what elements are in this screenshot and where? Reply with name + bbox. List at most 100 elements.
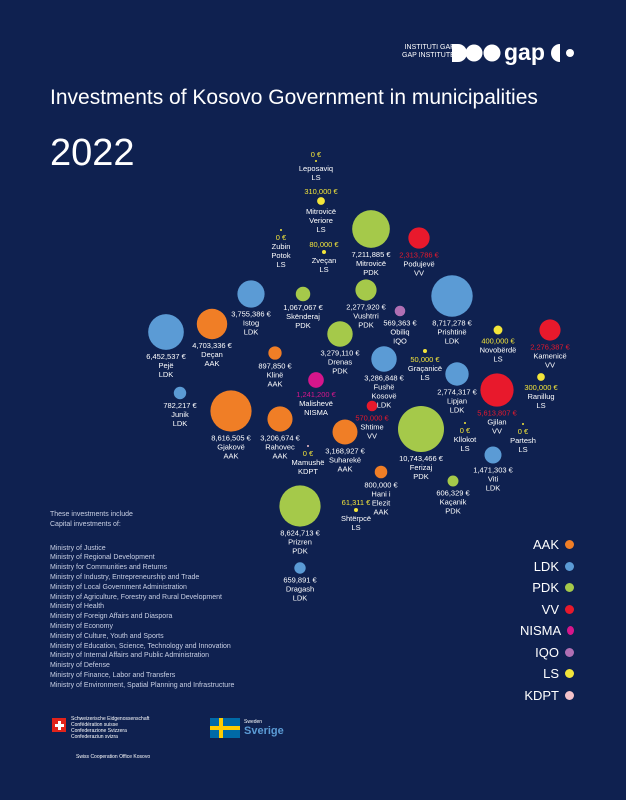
municipality-party: AAK <box>337 464 352 473</box>
municipality-name: Zubin <box>272 242 291 251</box>
municipality-party: AAK <box>267 380 282 389</box>
bubble-amount: 3,755,386 € <box>231 310 271 319</box>
bubble-amount: 8,616,505 € <box>211 434 251 443</box>
bubble-amount: 300,000 € <box>524 383 558 392</box>
municipality-name: Lipjan <box>447 397 467 406</box>
bubble-amount: 569,363 € <box>383 318 417 327</box>
municipality-party: PDK <box>413 472 428 481</box>
swiss-sponsor: Schweizerische Eidgenossenschaft Confédé… <box>52 716 149 740</box>
municipality-party: NISMA <box>304 408 328 417</box>
municipality-name: Viti <box>488 475 499 484</box>
notes-intro-line: These investments include <box>50 511 133 518</box>
legend-label: PDK <box>532 580 559 596</box>
legend-item-nisma: NISMA <box>520 620 574 642</box>
municipality-party: LDK <box>445 337 460 346</box>
ministry-item: Ministry of Justice <box>50 544 106 552</box>
bubble-junik <box>173 386 187 400</box>
bubble-amount: 0 € <box>311 150 322 159</box>
bubble-shtime <box>366 400 378 412</box>
legend-item-iqo: IQO <box>520 642 574 664</box>
municipality-name: Potok <box>271 251 290 260</box>
notes-intro-line: Capital investments of: <box>50 520 121 528</box>
municipality-name: Hani i <box>371 489 391 498</box>
ministry-item: Ministry of Internal Affairs and Public … <box>50 652 210 660</box>
bubble-amount: 2,774,317 € <box>437 388 477 397</box>
ministry-item: Ministry of Industry, Entrepreneurship a… <box>50 573 200 581</box>
municipality-party: VV <box>492 427 502 436</box>
bubble-amount: 310,000 € <box>304 187 338 196</box>
swiss-line: Schweizerische Eidgenossenschaft <box>71 716 150 722</box>
ministry-item: Ministry of Foreign Affairs and Diaspora <box>50 613 173 621</box>
bubble-amount: 0 € <box>518 427 529 436</box>
bubble-amount: 782,217 € <box>163 401 197 410</box>
bubble-zveçan <box>322 250 326 254</box>
bubble-ferizaj <box>398 406 444 452</box>
legend-label: KDPT <box>524 687 559 703</box>
bubble-amount: 3,168,927 € <box>325 446 365 455</box>
bubble-amount: 800,000 € <box>364 480 398 489</box>
municipality-name: Leposaviq <box>299 164 333 173</box>
page-title: Investments of Kosovo Government in muni… <box>50 86 538 109</box>
municipality-party: PDK <box>363 268 378 277</box>
legend-swatch <box>565 669 574 679</box>
sweden-big: Sverige <box>244 725 284 737</box>
swiss-line: Confédération suisse <box>71 722 118 728</box>
bubble-kllokot <box>464 422 466 424</box>
bubble-amount: 8,624,713 € <box>280 529 320 538</box>
ministry-item: Ministry of Finance, Labor and Transfers <box>50 671 176 679</box>
municipality-party: VV <box>414 269 424 278</box>
municipality-name: Obiliq <box>390 327 409 336</box>
sweden-sponsor: Sweden Sverige <box>210 718 284 738</box>
municipality-party: KDPT <box>298 467 318 476</box>
legend-swatch <box>565 583 574 593</box>
bubble-pejë <box>148 314 184 350</box>
municipality-party: LDK <box>173 419 188 428</box>
municipality-party: PDK <box>292 547 307 556</box>
municipality-party: LDK <box>377 401 392 410</box>
svg-text:gap: gap <box>504 42 545 65</box>
swiss-text: Schweizerische Eidgenossenschaft Confédé… <box>71 716 149 740</box>
municipality-party: IQO <box>393 336 407 345</box>
municipality-name: Vushtrri <box>353 312 379 321</box>
municipality-name: Istog <box>243 319 259 328</box>
legend-swatch <box>567 626 574 636</box>
bubble-amount: 3,286,848 € <box>364 374 404 383</box>
swiss-flag-icon <box>52 718 66 732</box>
legend-label: NISMA <box>520 623 562 639</box>
municipality-party: AAK <box>204 359 219 368</box>
bubble-dragash <box>294 562 306 574</box>
bubble-amount: 897,850 € <box>258 362 292 371</box>
municipality-party: LS <box>276 260 285 269</box>
municipality-name: Junik <box>171 410 189 419</box>
municipality-party: VV <box>367 431 377 440</box>
bubble-viti <box>484 446 502 464</box>
municipality-name: Drenas <box>328 358 352 367</box>
legend-label: VV <box>541 601 559 617</box>
municipality-name: Elezit <box>372 498 391 507</box>
municipality-name: Dragash <box>286 585 314 594</box>
municipality-name: Suharekë <box>329 455 361 464</box>
municipality-name: Fushë <box>374 383 395 392</box>
legend-swatch <box>565 647 574 657</box>
ministry-list: Ministry of Justice Ministry of Regional … <box>50 544 234 691</box>
municipality-name: Kosovë <box>371 392 396 401</box>
municipality-party: LS <box>316 225 325 234</box>
ministry-item: Ministry of Agriculture, Forestry and Ru… <box>50 593 222 601</box>
municipality-name: Klinë <box>267 371 284 380</box>
municipality-party: LDK <box>159 370 174 379</box>
bubble-prizren <box>279 485 321 527</box>
municipality-name: Shtërpcë <box>341 514 371 523</box>
municipality-name: Podujevë <box>403 260 434 269</box>
bubble-graçanicë <box>423 349 427 353</box>
municipality-party: PDK <box>332 367 347 376</box>
municipality-party: AAK <box>272 452 287 461</box>
ministry-item: Ministry for Communities and Returns <box>50 564 168 572</box>
swiss-office: Swiss Cooperation Office Kosovo <box>76 754 151 760</box>
brand-text: INSTITUTI GAP GAP INSTITUTE <box>402 44 455 60</box>
municipality-party: LS <box>351 523 360 532</box>
bubble-istog <box>237 280 265 308</box>
bubble-amount: 400,000 € <box>481 336 515 345</box>
bubble-amount: 0 € <box>460 426 471 435</box>
bubble-prishtinë <box>431 275 473 317</box>
